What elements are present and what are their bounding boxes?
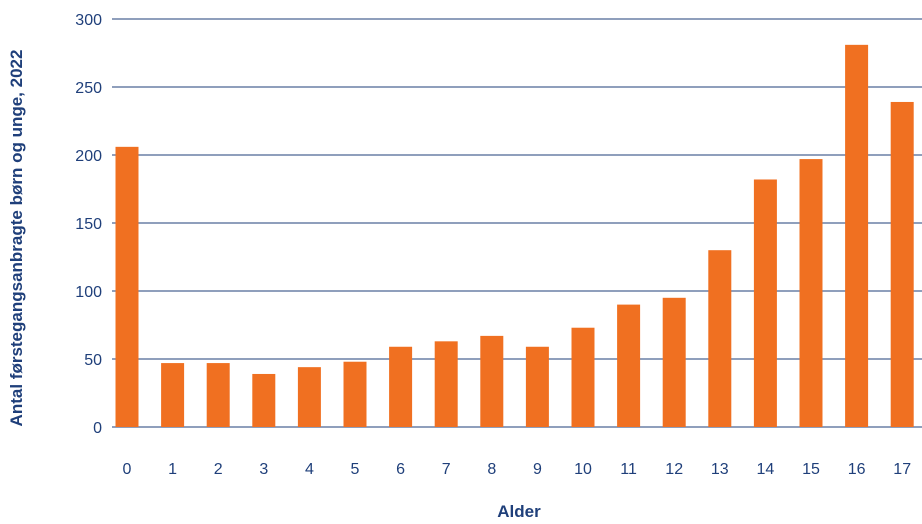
y-tick-label: 0: [93, 420, 102, 437]
bar-age-5: [343, 361, 367, 427]
x-tick-label: 11: [620, 461, 637, 478]
x-tick-label: 17: [893, 461, 911, 478]
x-tick-label: 2: [214, 461, 223, 478]
bar-age-7: [434, 341, 458, 427]
bar-age-4: [297, 367, 321, 427]
bar-age-17: [890, 101, 914, 428]
x-tick-label: 1: [168, 461, 177, 478]
bar-age-9: [525, 346, 549, 427]
bars: [115, 44, 914, 428]
bar-age-13: [708, 250, 732, 427]
x-tick-label: 14: [757, 461, 775, 478]
x-tick-label: 6: [396, 461, 405, 478]
bar-age-0: [115, 146, 139, 427]
bar-age-10: [571, 327, 595, 427]
x-tick-label: 7: [442, 461, 451, 478]
y-tick-label: 200: [75, 148, 102, 165]
x-tick-label: 5: [351, 461, 360, 478]
x-tick-label: 12: [665, 461, 683, 478]
y-axis-title: Antal førstegangsanbragte børn og unge, …: [7, 50, 26, 427]
bar-age-6: [389, 346, 413, 427]
x-tick-label: 4: [305, 461, 314, 478]
x-tick-label: 0: [123, 461, 132, 478]
bar-age-15: [799, 159, 823, 427]
y-axis-tick-labels: 0 50 100 150 200 250 300: [75, 12, 102, 437]
bar-age-1: [161, 363, 185, 427]
bar-age-11: [617, 304, 641, 427]
y-tick-label: 100: [75, 284, 102, 301]
x-tick-label: 9: [533, 461, 542, 478]
y-tick-label: 250: [75, 80, 102, 97]
y-tick-label: 150: [75, 216, 102, 233]
x-tick-label: 10: [574, 461, 592, 478]
bar-age-12: [662, 297, 686, 427]
x-tick-label: 13: [711, 461, 729, 478]
x-axis-title: Alder: [497, 502, 541, 521]
x-tick-label: 8: [487, 461, 496, 478]
bar-age-2: [206, 363, 230, 427]
bar-age-3: [252, 373, 276, 427]
grid-lines: [112, 18, 922, 428]
bar-age-16: [845, 44, 869, 428]
y-tick-label: 300: [75, 12, 102, 29]
x-tick-label: 3: [259, 461, 268, 478]
x-tick-label: 15: [802, 461, 820, 478]
bar-age-14: [753, 179, 777, 427]
y-tick-label: 50: [84, 352, 102, 369]
x-axis-tick-labels: 0 1 2 3 4 5 6 7 8 9 10 11 12 13 14 15 16 17: [123, 461, 912, 478]
bar-age-8: [480, 335, 504, 427]
x-tick-label: 16: [848, 461, 866, 478]
